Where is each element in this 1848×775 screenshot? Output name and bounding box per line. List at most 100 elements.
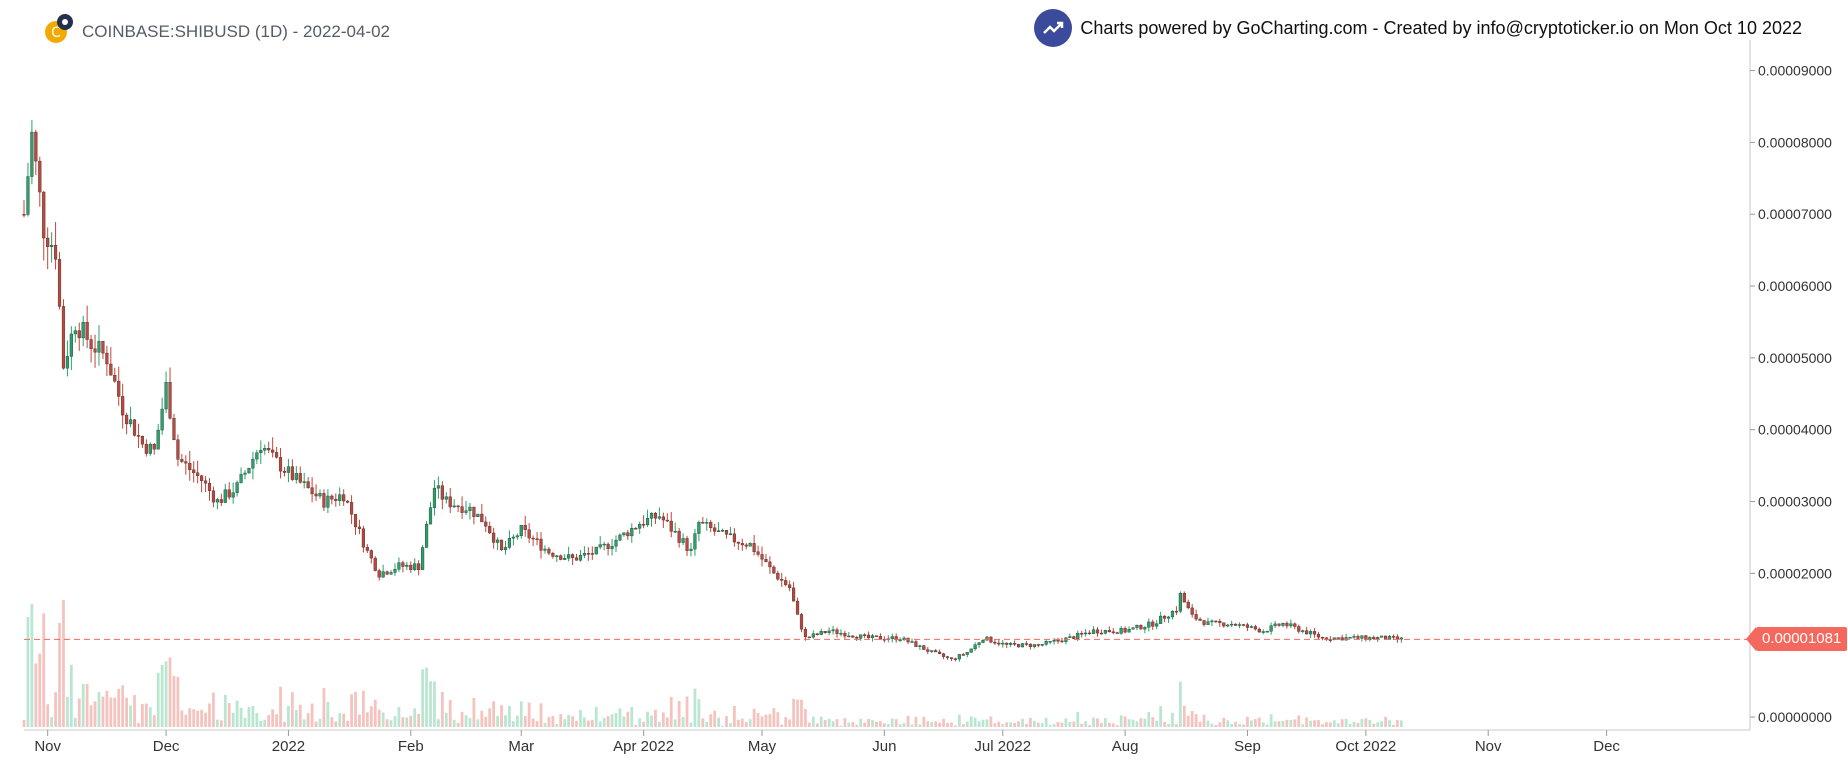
candle-body: [1174, 610, 1178, 613]
x-tick-label: 2022: [272, 738, 305, 755]
candle-body: [480, 513, 484, 523]
candle-body: [614, 539, 618, 547]
x-tick-label: Nov: [1475, 738, 1502, 755]
candle-body: [878, 636, 883, 640]
candle-body: [377, 570, 381, 578]
candle-body: [851, 635, 855, 638]
candle-body: [1024, 643, 1029, 645]
candle-body: [673, 530, 677, 533]
volume-bar: [898, 724, 902, 727]
candle-body: [93, 348, 97, 353]
trend-up-icon: [1034, 9, 1073, 47]
candle-body: [1056, 640, 1060, 642]
candle-body: [1159, 615, 1163, 624]
candle-body: [941, 653, 946, 657]
candle-body: [1194, 614, 1198, 620]
candle-body: [969, 648, 973, 653]
candle-body: [606, 543, 610, 549]
volume-bar: [433, 681, 436, 727]
candle-body: [645, 518, 650, 526]
volume-bar: [665, 717, 669, 727]
volume-bar: [677, 700, 681, 727]
candle-body: [409, 564, 413, 570]
volume-bar: [752, 708, 756, 727]
volume-bar: [776, 712, 780, 727]
volume-bar: [1127, 719, 1131, 727]
volume-bar: [117, 689, 121, 727]
volume-bar: [1214, 724, 1218, 727]
candle-body: [993, 641, 997, 644]
volume-bar: [235, 700, 239, 727]
volume-bar: [614, 713, 618, 727]
volume-bar: [397, 707, 401, 727]
candle-body: [772, 566, 776, 574]
volume-bar: [823, 720, 827, 727]
candle-body: [247, 467, 251, 474]
volume-bar: [468, 718, 472, 727]
candle-body: [697, 522, 701, 534]
candle-body: [630, 527, 634, 537]
candle-body: [898, 639, 902, 641]
volume-bar: [1388, 720, 1391, 727]
candle-body: [1103, 630, 1107, 634]
candle-body: [784, 580, 788, 585]
candle-body: [144, 443, 148, 454]
volume-bar: [58, 622, 61, 727]
volume-bar: [586, 720, 590, 727]
volume-bar: [42, 613, 46, 727]
volume-bar: [1305, 717, 1309, 727]
volume-bar: [259, 721, 263, 727]
candle-body: [1107, 630, 1111, 632]
volume-bar: [440, 691, 444, 727]
volume-bar: [54, 692, 57, 727]
volume-bar: [1001, 723, 1005, 727]
candle-body: [1040, 644, 1044, 646]
candle-body: [503, 547, 508, 550]
x-tick-label: May: [748, 738, 777, 755]
volume-bar: [551, 716, 555, 727]
candle-body: [30, 131, 34, 177]
candle-body: [1214, 620, 1218, 623]
volume-bar: [1103, 718, 1107, 727]
volume-bar: [1175, 724, 1178, 727]
volume-bar: [279, 686, 282, 727]
candle-body: [499, 539, 504, 550]
volume-bar: [815, 723, 819, 727]
volume-bar: [208, 703, 211, 727]
candle-body: [760, 554, 764, 560]
candle-body: [1265, 631, 1269, 633]
volume-bar: [559, 714, 563, 727]
volume-bar: [227, 703, 231, 727]
volume-bar: [196, 710, 200, 727]
volume-bar: [902, 723, 906, 727]
candle-body: [689, 548, 693, 551]
x-tick-label: Nov: [34, 738, 61, 755]
candle-body: [563, 558, 567, 560]
candle-body: [1328, 639, 1332, 641]
volume-bar: [1206, 720, 1210, 727]
volume-bar: [287, 705, 290, 727]
candle-body: [866, 634, 871, 639]
volume-bar: [575, 720, 578, 727]
candle-body: [424, 523, 429, 548]
volume-bar: [930, 722, 934, 727]
candle-body: [811, 633, 815, 638]
candle-body: [977, 642, 981, 645]
volume-bar: [527, 702, 531, 727]
volume-bar: [985, 719, 989, 727]
candle-body: [1230, 623, 1234, 626]
candle-body: [1305, 630, 1309, 635]
volume-bar: [219, 720, 223, 727]
candle-body: [602, 543, 606, 546]
volume-bar: [192, 709, 196, 727]
candle-body: [132, 419, 137, 436]
candle-body: [807, 636, 811, 639]
x-tick-label: Jun: [872, 738, 896, 755]
volume-bar: [740, 718, 744, 727]
volume-bar: [452, 719, 456, 727]
chart-title: COINBASE:SHIBUSD (1D) - 2022-04-02: [82, 22, 390, 41]
candle-body: [1060, 640, 1064, 643]
candle-body: [594, 546, 598, 555]
